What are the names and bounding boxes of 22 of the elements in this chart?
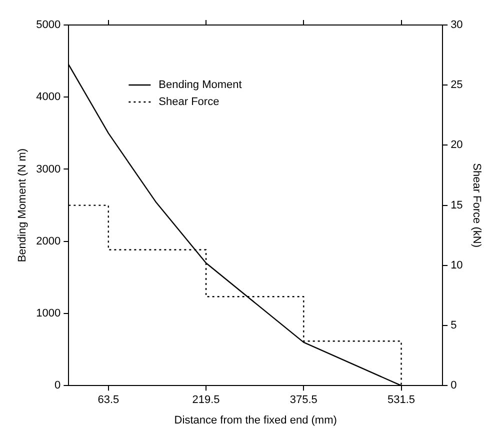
y2-tick-label: 10	[450, 259, 463, 272]
x-tick-label: 375.5	[290, 394, 318, 406]
y-tick-label: 3000	[36, 163, 61, 176]
x-tick-label: 531.5	[388, 394, 416, 406]
y-tick-label: 2000	[36, 235, 61, 248]
y2-tick-label: 25	[450, 79, 463, 92]
y-tick-label: 5000	[36, 19, 61, 32]
y2-tick-label: 30	[450, 19, 463, 32]
x-axis-title: Distance from the fixed end (mm)	[174, 414, 337, 426]
x-tick-label: 63.5	[98, 394, 120, 406]
x-tick-label: 219.5	[192, 394, 220, 406]
y2-tick-label: 0	[450, 380, 457, 392]
y-tick-label: 4000	[36, 91, 61, 104]
y2-tick-label: 20	[450, 139, 463, 152]
legend-label: Shear Force	[158, 96, 220, 108]
y-tick-label: 1000	[36, 308, 61, 320]
y2-tick-label: 5	[450, 320, 457, 332]
y2-axis-title: Shear Force (kN)	[470, 163, 482, 248]
legend-label: Bending Moment	[158, 79, 242, 92]
y2-tick-label: 15	[450, 199, 463, 212]
y-tick-label: 0	[54, 380, 61, 392]
y-axis-title: Bending Moment (N m)	[16, 148, 29, 262]
